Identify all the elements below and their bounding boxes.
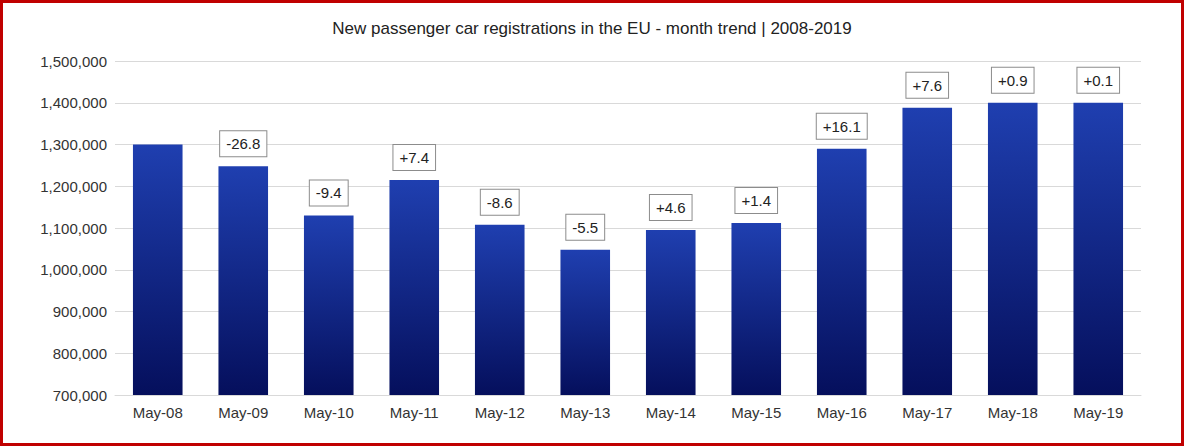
svg-text:-5.5: -5.5: [572, 219, 598, 236]
svg-text:May-19: May-19: [1073, 404, 1123, 421]
svg-text:800,000: 800,000: [53, 345, 107, 362]
svg-text:700,000: 700,000: [53, 387, 107, 404]
svg-text:+0.1: +0.1: [1083, 72, 1113, 89]
svg-text:1,200,000: 1,200,000: [40, 178, 107, 195]
svg-text:May-18: May-18: [988, 404, 1038, 421]
svg-text:May-17: May-17: [902, 404, 952, 421]
svg-text:May-09: May-09: [218, 404, 268, 421]
svg-text:May-11: May-11: [390, 404, 439, 421]
svg-text:-26.8: -26.8: [226, 135, 260, 152]
svg-text:May-08: May-08: [133, 404, 183, 421]
svg-text:+7.6: +7.6: [912, 77, 942, 94]
svg-text:-8.6: -8.6: [487, 194, 513, 211]
svg-text:-9.4: -9.4: [316, 184, 342, 201]
svg-text:May-16: May-16: [817, 404, 867, 421]
svg-text:1,500,000: 1,500,000: [40, 53, 107, 70]
svg-text:May-15: May-15: [731, 404, 781, 421]
svg-text:1,400,000: 1,400,000: [40, 94, 107, 111]
svg-text:+4.6: +4.6: [656, 199, 686, 216]
svg-text:+0.9: +0.9: [998, 72, 1028, 89]
svg-text:900,000: 900,000: [53, 303, 107, 320]
svg-text:May-14: May-14: [646, 404, 696, 421]
svg-text:1,300,000: 1,300,000: [40, 136, 107, 153]
svg-text:New passenger car registration: New passenger car registrations in the E…: [332, 19, 851, 38]
svg-text:+7.4: +7.4: [399, 149, 429, 166]
svg-text:May-12: May-12: [475, 404, 525, 421]
svg-text:+1.4: +1.4: [741, 192, 771, 209]
svg-text:1,100,000: 1,100,000: [40, 220, 107, 237]
svg-text:May-10: May-10: [304, 404, 354, 421]
svg-text:May-13: May-13: [560, 404, 610, 421]
svg-text:+16.1: +16.1: [823, 118, 861, 135]
svg-text:1,000,000: 1,000,000: [40, 261, 107, 278]
